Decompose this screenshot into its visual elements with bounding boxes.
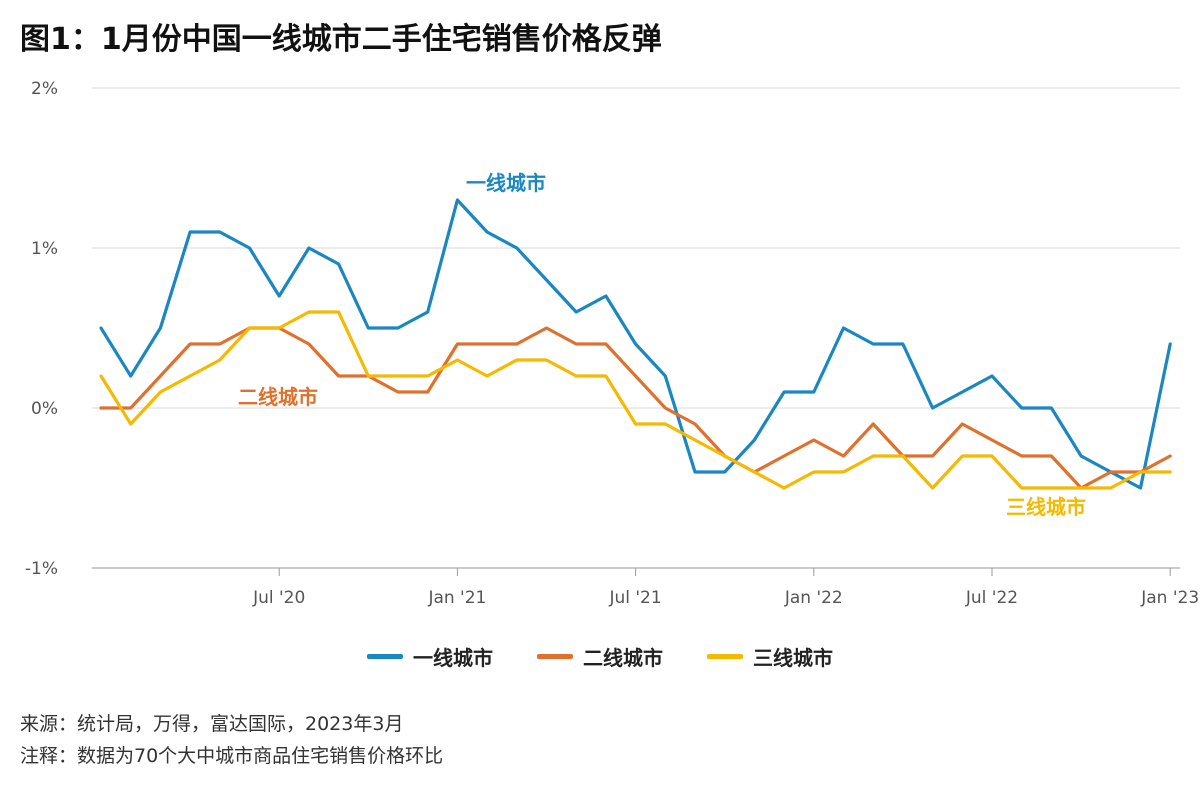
source-note: 来源：统计局，万得，富达国际，2023年3月 bbox=[20, 713, 404, 735]
x-tick-label: Jul '22 bbox=[965, 588, 1018, 608]
y-tick-label: 0% bbox=[31, 399, 58, 419]
series-annotation-2: 二线城市 bbox=[238, 385, 318, 409]
series-line-1 bbox=[99, 198, 1172, 490]
footnotes: 来源：统计局，万得，富达国际，2023年3月 注释：数据为70个大中城市商品住宅… bbox=[20, 708, 443, 772]
y-tick-label: 2% bbox=[31, 79, 58, 99]
series-line-3 bbox=[99, 310, 1172, 490]
legend-label-tier1: 一线城市 bbox=[413, 646, 493, 670]
legend-swatch-tier2 bbox=[537, 654, 573, 659]
x-tick-label: Jan '23 bbox=[1140, 588, 1199, 608]
x-axis bbox=[278, 568, 1171, 576]
legend-item-tier1: 一线城市 bbox=[367, 642, 493, 671]
x-tick-label: Jul '21 bbox=[608, 588, 661, 608]
y-axis-ticks: 2% 1% 0% -1% bbox=[25, 79, 58, 579]
legend: 一线城市 二线城市 三线城市 bbox=[0, 642, 1200, 671]
data-note: 注释：数据为70个大中城市商品住宅销售价格环比 bbox=[20, 745, 444, 767]
chart-title: 图1：1月份中国一线城市二手住宅销售价格反弹 bbox=[20, 22, 662, 57]
legend-swatch-tier3 bbox=[707, 654, 743, 659]
y-tick-label: 1% bbox=[31, 239, 58, 259]
x-tick-label: Jul '20 bbox=[252, 588, 305, 608]
x-axis-ticks: Jul '20 Jan '21 Jul '21 Jan '22 Jul '22 Jan '… bbox=[252, 588, 1199, 608]
legend-label-tier2: 二线城市 bbox=[583, 646, 663, 670]
line-chart: 2%1%0%-1% Jul '20 Jan '21 Jul '21 Jan '22 Ju… bbox=[25, 79, 1199, 608]
x-tick-label: Jan '21 bbox=[427, 588, 486, 608]
legend-item-tier2: 二线城市 bbox=[537, 642, 663, 671]
series-lines bbox=[99, 198, 1172, 490]
series-annotation-3: 三线城市 bbox=[1006, 495, 1086, 519]
legend-item-tier3: 三线城市 bbox=[707, 642, 833, 671]
legend-label-tier3: 三线城市 bbox=[753, 646, 833, 670]
x-tick-label: Jan '22 bbox=[784, 588, 843, 608]
series-annotation-1: 一线城市 bbox=[466, 171, 546, 195]
y-tick-label: -1% bbox=[25, 559, 58, 579]
legend-swatch-tier1 bbox=[367, 654, 403, 659]
